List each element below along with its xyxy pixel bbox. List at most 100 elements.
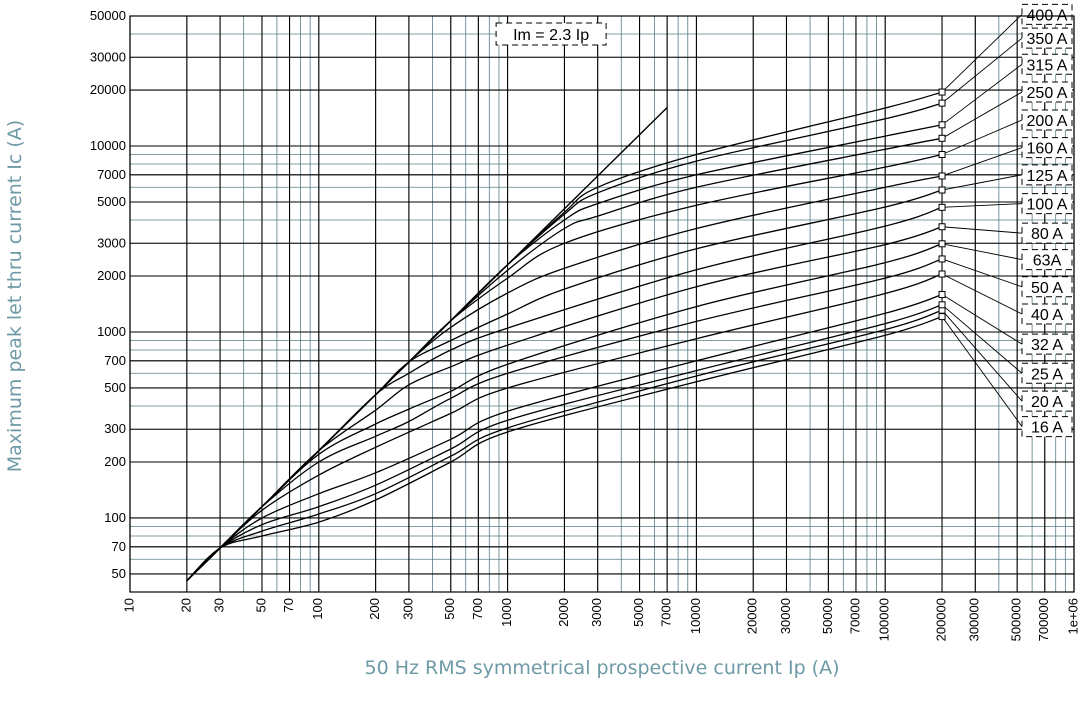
- x-tick-label: 300000: [967, 598, 982, 641]
- envelope-label-box: [495, 22, 607, 46]
- y-axis-label: Maximum peak let thru current Ic (A): [0, 0, 30, 592]
- series-end-marker: [938, 240, 946, 248]
- y-tick-label: 500: [104, 380, 126, 395]
- series-leader-line: [941, 37, 1023, 104]
- series-label: 40 A: [1021, 303, 1073, 325]
- x-tick-label: 20000: [745, 598, 760, 634]
- y-tick-label: 10000: [90, 138, 126, 153]
- series-label-text: 315 A: [1027, 57, 1068, 74]
- series-end-marker: [938, 88, 946, 96]
- series-label-box: [1021, 249, 1073, 271]
- series-line-20a: [186, 309, 943, 582]
- x-tick-label: 70000: [847, 598, 862, 634]
- series-label-box: [1021, 109, 1073, 131]
- series-leader-line: [941, 14, 1023, 93]
- series-label: 250 A: [1021, 81, 1073, 103]
- series-leader-line: [941, 294, 1023, 345]
- y-tick-label: 700: [104, 353, 126, 368]
- x-tick-label: 10: [121, 598, 136, 612]
- series-label: 200 A: [1021, 109, 1073, 131]
- series-label-box: [1021, 193, 1073, 215]
- series-label: 80 A: [1021, 222, 1073, 244]
- x-tick-label: 300: [400, 598, 415, 620]
- series-line-16a: [186, 315, 943, 582]
- y-tick-label: 20000: [90, 82, 126, 97]
- series-label-box: [1021, 303, 1073, 325]
- y-tick-label: 50: [112, 566, 126, 581]
- series-end-marker: [938, 151, 946, 159]
- y-tick-label: 50000: [90, 8, 126, 23]
- series-end-marker: [938, 223, 946, 231]
- y-tick-label: 100: [104, 510, 126, 525]
- series-label-text: 25 A: [1031, 366, 1063, 383]
- series-label-text: 16 A: [1031, 420, 1063, 437]
- x-tick-label: 2000: [556, 598, 571, 627]
- series-label-box: [1021, 390, 1073, 412]
- series-label-box: [1021, 276, 1073, 298]
- series-label: 16 A: [1021, 416, 1073, 438]
- x-tick-label: 20: [178, 598, 193, 612]
- x-tick-label: 30000: [778, 598, 793, 634]
- x-tick-label: 70: [281, 598, 296, 612]
- series-label-box: [1021, 362, 1073, 384]
- envelope-label: Im = 2.3 Ip: [495, 22, 607, 46]
- series-leader-line: [941, 309, 1023, 402]
- series-line-40a: [186, 273, 943, 582]
- series-line-32a: [186, 293, 943, 582]
- series-leader-line: [941, 226, 1023, 234]
- series-label: 63A: [1021, 249, 1073, 271]
- y-tick-label: 7000: [97, 167, 126, 182]
- series-leader-line: [941, 174, 1023, 191]
- x-tick-label: 1e+06: [1065, 598, 1080, 635]
- series-label-text: 160 A: [1027, 141, 1068, 158]
- series-label-text: 50 A: [1031, 280, 1063, 297]
- series-leader-line: [941, 316, 1023, 427]
- series-leader-line: [941, 91, 1023, 139]
- envelope-line-path: [186, 107, 668, 582]
- x-tick-label: 50000: [820, 598, 835, 634]
- y-tick-label: 200: [104, 454, 126, 469]
- x-tick-label: 7000: [659, 598, 674, 627]
- series-label: 350 A: [1021, 27, 1073, 49]
- series-end-marker: [938, 186, 946, 194]
- series-label-text: 125 A: [1027, 168, 1068, 185]
- series-label-text: 250 A: [1027, 85, 1068, 102]
- y-axis-label-text: Maximum peak let thru current Ic (A): [4, 119, 26, 473]
- series-label: 400 A: [1021, 3, 1073, 25]
- series-leader-line: [942, 203, 1023, 208]
- series-label-box: [1021, 27, 1073, 49]
- y-tick-label: 300: [104, 421, 126, 436]
- series-label-box: [1021, 164, 1073, 186]
- y-tick-label: 5000: [97, 194, 126, 209]
- series-label-box: [1021, 81, 1073, 103]
- series-markers: [938, 88, 946, 321]
- series-label-text: 80 A: [1031, 226, 1063, 243]
- x-tick-label: 50: [253, 598, 268, 612]
- series-label: 20 A: [1021, 390, 1073, 412]
- series-label-text: 20 A: [1031, 394, 1063, 411]
- series-label: 50 A: [1021, 276, 1073, 298]
- y-tick-label: 30000: [90, 49, 126, 64]
- x-tick-label: 500: [442, 598, 457, 620]
- x-axis-label: 50 Hz RMS symmetrical prospective curren…: [364, 657, 840, 679]
- series-label: 125 A: [1021, 164, 1073, 186]
- series-end-marker: [938, 121, 946, 129]
- series-end-marker: [938, 172, 946, 180]
- tick-labels: 50 70 100 200 300 500 700 1000 2000 3000 5000 7000 1…: [90, 8, 1081, 641]
- x-tick-label: 100: [310, 598, 325, 620]
- envelope-line: Im = 2.3 Ip: [186, 22, 668, 582]
- series-label-box: [1021, 416, 1073, 438]
- series-leader-line: [941, 147, 1023, 177]
- series-label-box: [1021, 3, 1073, 25]
- series-label: 160 A: [1021, 137, 1073, 159]
- series-label-text: 100 A: [1027, 197, 1068, 214]
- series-label-box: [1021, 137, 1073, 159]
- x-tick-label: 10000: [688, 598, 703, 634]
- series-end-marker: [938, 301, 946, 309]
- series-end-marker: [938, 270, 946, 278]
- series-label-box: [1021, 333, 1073, 355]
- plot-frame: [129, 15, 1075, 593]
- series-label-text: 200 A: [1027, 113, 1068, 130]
- x-tick-label: 5000: [631, 598, 646, 627]
